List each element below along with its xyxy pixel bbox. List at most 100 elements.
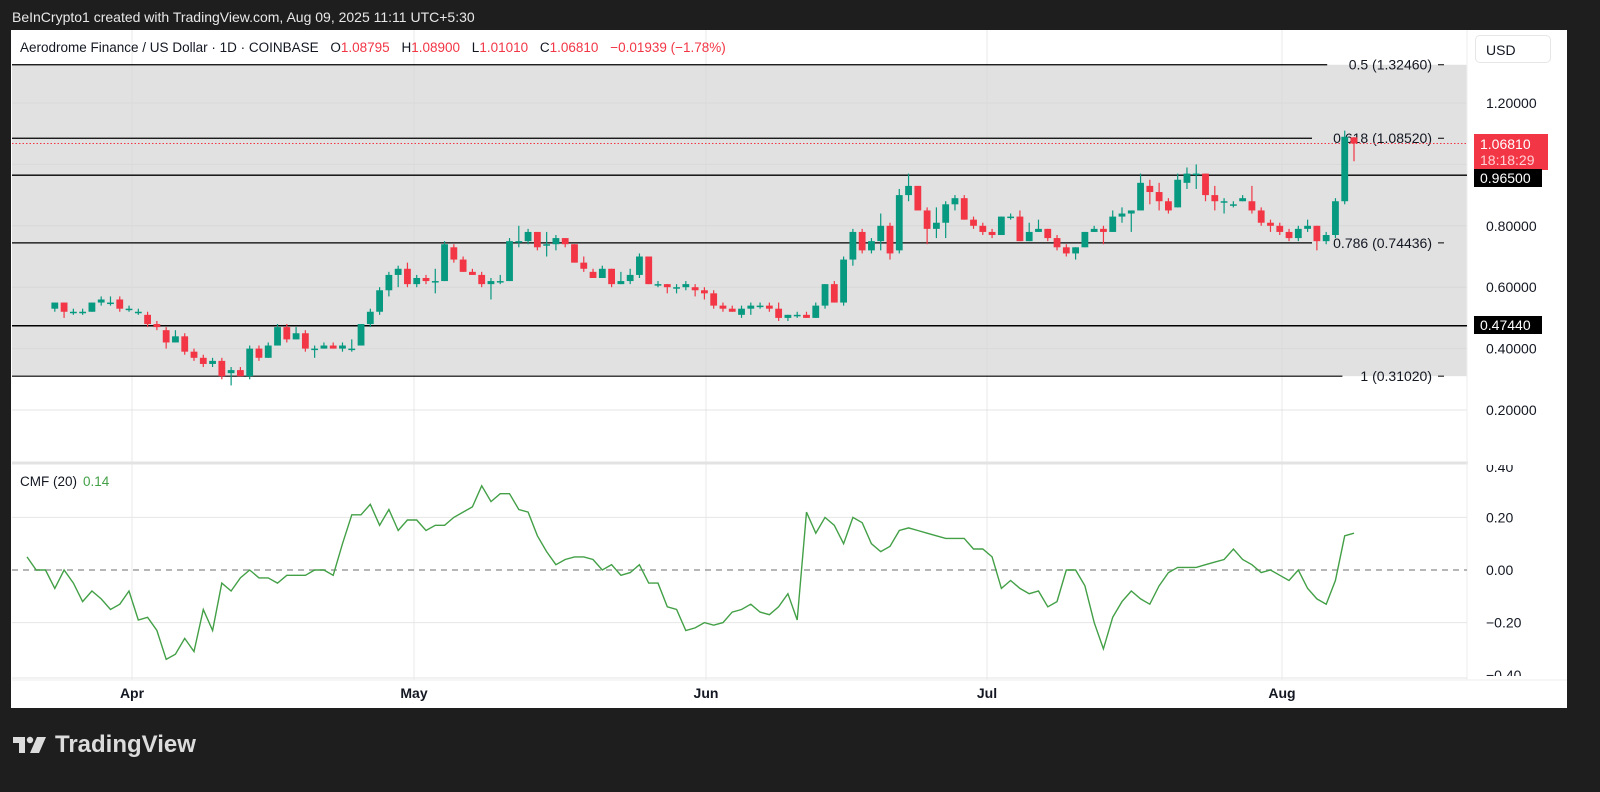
candle <box>357 324 365 346</box>
candle <box>116 299 124 309</box>
close-value: 1.06810 <box>549 40 599 55</box>
candle <box>701 290 708 294</box>
candle <box>1137 182 1144 211</box>
candle <box>1276 225 1284 232</box>
candle <box>209 360 216 364</box>
candle <box>218 360 226 377</box>
candle <box>1053 238 1061 248</box>
candle <box>450 247 458 260</box>
time-tick: May <box>400 685 427 701</box>
low-value: 1.01010 <box>479 40 529 55</box>
candle <box>1146 185 1154 193</box>
candle <box>1285 231 1293 239</box>
currency-button[interactable]: USD <box>1475 35 1551 63</box>
candle <box>311 348 319 351</box>
candle <box>385 274 393 291</box>
candle <box>339 345 346 349</box>
candle <box>60 302 68 312</box>
level-tag-0965: 0.96500 <box>1474 169 1542 187</box>
cmf-title: CMF (20) <box>20 474 77 489</box>
candle <box>255 348 263 358</box>
candle <box>1016 216 1024 242</box>
candle <box>394 268 402 275</box>
candle <box>840 259 847 303</box>
candle <box>775 308 783 318</box>
high-label: H <box>401 40 412 55</box>
candle <box>849 231 857 260</box>
cmf-value: 0.14 <box>83 474 110 489</box>
candle <box>1294 228 1302 239</box>
candle <box>673 287 680 289</box>
candle <box>691 287 699 291</box>
time-tick: Jul <box>977 685 997 701</box>
tradingview-logo-icon <box>13 736 46 753</box>
candle <box>1062 247 1070 254</box>
fib-label: 0.618 (1.08520) <box>1333 130 1432 146</box>
price-tick: 0.60000 <box>1486 279 1537 295</box>
candle <box>366 311 374 325</box>
candle <box>496 281 504 283</box>
fib-label: 0.786 (0.74436) <box>1333 235 1432 251</box>
candle <box>1229 204 1237 206</box>
candle <box>246 348 254 377</box>
chart-caption: BeInCrypto1 created with TradingView.com… <box>12 9 475 25</box>
candle <box>1090 228 1098 232</box>
candle <box>1081 231 1089 248</box>
high-value: 1.08900 <box>411 40 461 55</box>
candle <box>1239 198 1247 202</box>
price-tick: 0.80000 <box>1486 218 1537 234</box>
candle <box>301 333 309 349</box>
candle <box>877 225 885 242</box>
candle <box>329 345 337 349</box>
candle <box>107 302 114 305</box>
candle <box>1118 213 1126 217</box>
candle <box>441 244 448 282</box>
candle <box>274 327 281 346</box>
candle <box>1183 173 1191 183</box>
candle <box>190 351 198 358</box>
candle <box>747 305 755 309</box>
last-price-tag: 1.06810 18:18:29 <box>1474 134 1548 170</box>
candle <box>283 327 291 340</box>
candle <box>552 238 560 245</box>
candle <box>1109 216 1117 232</box>
candle <box>756 305 764 308</box>
level-tag-04744: 0.47440 <box>1474 316 1542 334</box>
candle <box>199 357 207 364</box>
candle <box>970 219 977 226</box>
cmf-tick: 0.20 <box>1486 509 1513 525</box>
candle <box>524 231 532 242</box>
candle <box>69 311 77 314</box>
candle <box>264 345 272 358</box>
candle <box>487 281 495 285</box>
cmf-tick: 0.00 <box>1486 562 1513 578</box>
tradingview-logo[interactable]: TradingView <box>13 731 196 759</box>
open-value: 1.08795 <box>340 40 390 55</box>
candle <box>1257 210 1265 223</box>
time-tick: Aug <box>1268 685 1295 701</box>
candle <box>1202 173 1209 196</box>
symbol-legend: Aerodrome Finance / US Dollar · 1D · COI… <box>20 40 726 55</box>
candle <box>784 314 792 318</box>
candle <box>376 290 383 312</box>
candle <box>478 274 486 285</box>
candle <box>598 268 606 278</box>
tradingview-wordmark: TradingView <box>55 731 196 758</box>
candle <box>728 308 736 312</box>
low-label: L <box>471 40 480 55</box>
fib-zone <box>12 64 1467 377</box>
candle <box>1332 201 1339 236</box>
candle <box>654 284 662 286</box>
candle <box>1072 247 1079 254</box>
close-label: C <box>539 40 550 55</box>
candle <box>1341 136 1349 202</box>
cmf-line <box>26 484 1355 661</box>
candle <box>561 238 569 245</box>
last-price: 1.06810 <box>1480 136 1531 152</box>
candle <box>682 284 690 288</box>
candle <box>144 314 151 325</box>
candle <box>895 195 903 251</box>
candle <box>765 305 773 309</box>
candle <box>793 314 801 317</box>
